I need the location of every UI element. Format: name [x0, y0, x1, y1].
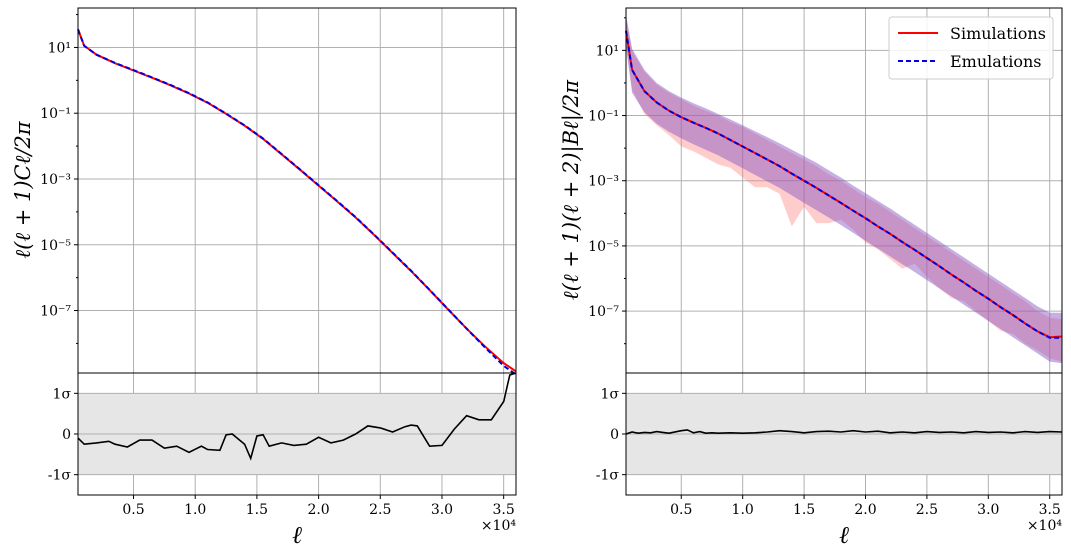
right-y-tick-label: 10⁻³ [588, 174, 619, 190]
legend: Simulations Emulations [888, 16, 1054, 80]
left-residual-frame [77, 372, 517, 496]
legend-simulations-label: Simulations [950, 24, 1046, 43]
left-series-lines [77, 29, 517, 376]
left-y-tick-label: 10⁻⁷ [40, 304, 71, 320]
left-x-tick-label: 3.0 [431, 502, 453, 518]
left-y-axis-label: ℓ(ℓ + 1)Cℓ/2π [11, 120, 35, 258]
left-x-tick-label: 3.5 [493, 502, 515, 518]
left-y-tick-label: 10⁻⁵ [40, 238, 71, 254]
left-x-tick-label: 0.5 [122, 502, 144, 518]
right-x-tick-label: 1.5 [793, 502, 815, 518]
right-y-tick-label: 10⁻¹ [588, 109, 619, 125]
right-res-y-tick-label: 0 [610, 427, 619, 443]
right-y-tick-label: 10⁻⁷ [588, 304, 619, 320]
right-residual-frame [625, 372, 1063, 496]
left-res-y-tick-label: -1σ [48, 468, 72, 484]
left-x-tick-label: 1.5 [246, 502, 268, 518]
right-residual: 1σ 0 -1σ [596, 372, 1063, 496]
right-x-tick-label: 2.0 [854, 502, 876, 518]
left-main-y-ticks: 10¹ 10⁻¹ 10⁻³ 10⁻⁵ 10⁻⁷ [40, 14, 78, 344]
right-y-axis-label: ℓ(ℓ + 1)(ℓ + 2)|Bℓ|/2π [559, 79, 584, 300]
left-main-grid [78, 8, 516, 373]
right-y-tick-label: 10⁻⁵ [588, 239, 619, 255]
right-x-ticks: 0.5 1.0 1.5 2.0 2.5 3.0 3.5 [670, 495, 1061, 518]
right-x-tick-label: 3.5 [1039, 502, 1061, 518]
right-x-tick-label: 0.5 [670, 502, 692, 518]
right-x-tick-label: 2.5 [916, 502, 938, 518]
left-x-tick-label: 1.0 [184, 502, 206, 518]
right-residual-line [625, 429, 1063, 435]
left-line-simulations [77, 29, 517, 373]
left-panel: 10¹ 10⁻¹ 10⁻³ 10⁻⁵ 10⁻⁷ 1σ 0 -1σ 0.5 1.0 1.5 2.0 2… [11, 7, 517, 549]
right-res-y-tick-label: 1σ [601, 386, 620, 402]
left-y-tick-label: 10¹ [48, 40, 71, 56]
left-x-ticks: 0.5 1.0 1.5 2.0 2.5 3.0 3.5 [122, 495, 515, 518]
left-residual: 1σ 0 -1σ [48, 372, 517, 496]
left-res-y-tick-label: 1σ [53, 386, 72, 402]
left-y-tick-label: 10⁻³ [40, 172, 71, 188]
right-panel: 10¹ 10⁻¹ 10⁻³ 10⁻⁵ 10⁻⁷ 1σ 0 -1σ 0.5 1.0 1.5 2.0 2… [559, 7, 1063, 549]
right-x-multiplier: ×10⁴ [1027, 518, 1063, 534]
right-main-y-ticks: 10¹ 10⁻¹ 10⁻³ 10⁻⁵ 10⁻⁷ [588, 17, 626, 345]
right-line-emulations [625, 30, 1062, 339]
right-x-tick-label: 3.0 [977, 502, 999, 518]
legend-emulations-label: Emulations [950, 52, 1042, 71]
left-line-emulations [77, 29, 517, 376]
right-x-tick-label: 1.0 [732, 502, 754, 518]
left-main-frame [77, 7, 517, 374]
left-x-tick-label: 2.5 [369, 502, 391, 518]
left-y-tick-label: 10⁻¹ [40, 106, 71, 122]
left-x-multiplier: ×10⁴ [481, 518, 517, 534]
right-series-lines [625, 30, 1063, 339]
right-x-axis-label: ℓ [839, 521, 849, 549]
right-y-tick-label: 10¹ [596, 43, 619, 59]
right-res-y-tick-label: -1σ [596, 468, 620, 484]
left-x-axis-label: ℓ [292, 521, 302, 549]
left-res-y-tick-label: 0 [62, 427, 71, 443]
left-residual-line [77, 372, 517, 461]
left-x-tick-label: 2.0 [307, 502, 329, 518]
